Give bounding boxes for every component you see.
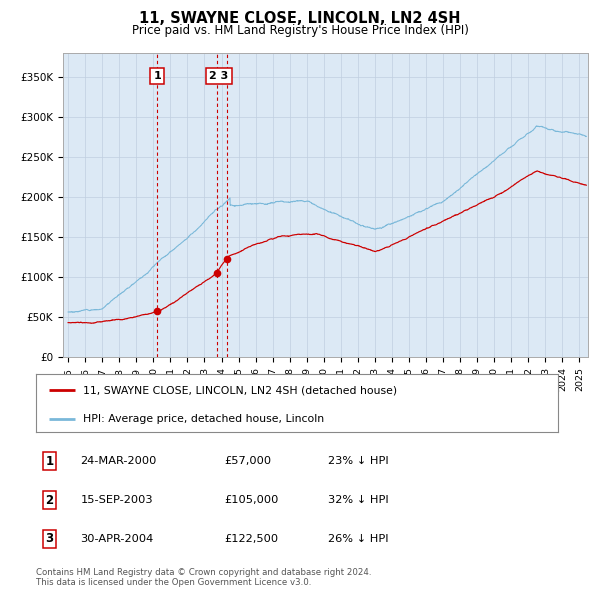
Text: 15-SEP-2003: 15-SEP-2003 [80, 495, 153, 505]
Text: £105,000: £105,000 [224, 495, 278, 505]
Text: 2 3: 2 3 [209, 71, 229, 81]
Text: HPI: Average price, detached house, Lincoln: HPI: Average price, detached house, Linc… [83, 414, 324, 424]
Text: 3: 3 [46, 532, 53, 545]
Text: 26% ↓ HPI: 26% ↓ HPI [328, 534, 389, 544]
Text: £122,500: £122,500 [224, 534, 278, 544]
Text: 23% ↓ HPI: 23% ↓ HPI [328, 456, 389, 466]
Text: 1: 1 [46, 455, 53, 468]
Text: 11, SWAYNE CLOSE, LINCOLN, LN2 4SH (detached house): 11, SWAYNE CLOSE, LINCOLN, LN2 4SH (deta… [83, 385, 397, 395]
Text: Contains HM Land Registry data © Crown copyright and database right 2024.
This d: Contains HM Land Registry data © Crown c… [36, 568, 371, 587]
Text: 11, SWAYNE CLOSE, LINCOLN, LN2 4SH: 11, SWAYNE CLOSE, LINCOLN, LN2 4SH [139, 11, 461, 25]
Text: 24-MAR-2000: 24-MAR-2000 [80, 456, 157, 466]
Text: Price paid vs. HM Land Registry's House Price Index (HPI): Price paid vs. HM Land Registry's House … [131, 24, 469, 37]
Text: 32% ↓ HPI: 32% ↓ HPI [328, 495, 389, 505]
Text: 1: 1 [153, 71, 161, 81]
Text: £57,000: £57,000 [224, 456, 271, 466]
Text: 30-APR-2004: 30-APR-2004 [80, 534, 154, 544]
Text: 2: 2 [46, 493, 53, 507]
